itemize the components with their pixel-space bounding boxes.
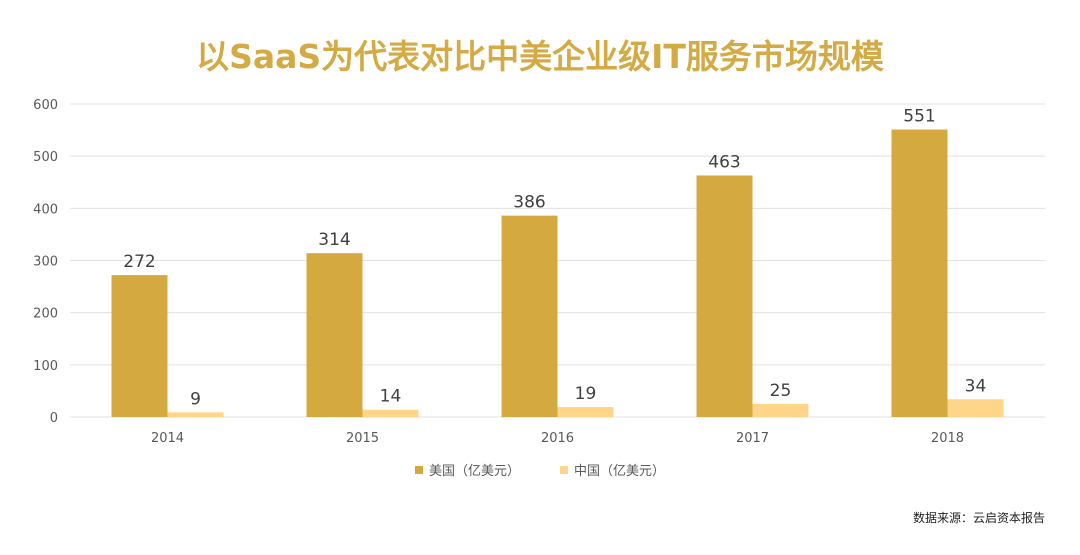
bar-usa bbox=[501, 215, 558, 417]
bar-usa bbox=[306, 253, 363, 417]
chart-legend: 美国（亿美元） 中国（亿美元） bbox=[0, 460, 1080, 479]
legend-label-china: 中国（亿美元） bbox=[574, 464, 666, 479]
bar-china bbox=[362, 409, 419, 417]
y-tick-label: 200 bbox=[33, 307, 58, 322]
bar-china bbox=[947, 399, 1004, 417]
data-label-china: 25 bbox=[770, 381, 792, 401]
legend-swatch-china bbox=[560, 465, 568, 474]
chart-title: 以SaaS为代表对比中美企业级IT服务市场规模 bbox=[196, 37, 884, 76]
y-tick-label: 400 bbox=[33, 202, 58, 217]
data-label-china: 19 bbox=[575, 384, 597, 404]
bar-china bbox=[557, 407, 614, 417]
data-label-usa: 314 bbox=[318, 230, 350, 250]
y-tick-label: 0 bbox=[50, 411, 58, 426]
bar-usa bbox=[696, 175, 753, 417]
bar-usa bbox=[891, 129, 948, 418]
x-tick-label: 2015 bbox=[346, 431, 379, 446]
y-tick-label: 600 bbox=[33, 98, 58, 113]
bar-china bbox=[167, 412, 224, 417]
y-tick-label: 100 bbox=[33, 359, 58, 374]
data-label-usa: 463 bbox=[708, 152, 740, 172]
data-label-usa: 272 bbox=[123, 252, 155, 272]
x-tick-label: 2014 bbox=[151, 431, 184, 446]
legend-item-usa: 美国（亿美元） bbox=[414, 460, 520, 479]
data-label-china: 14 bbox=[380, 387, 402, 407]
data-label-usa: 551 bbox=[903, 107, 935, 127]
data-label-usa: 386 bbox=[513, 193, 545, 213]
data-label-china: 34 bbox=[965, 376, 987, 396]
x-tick-label: 2016 bbox=[541, 431, 574, 446]
legend-label-usa: 美国（亿美元） bbox=[428, 464, 520, 479]
data-source-note: 数据来源：云启资本报告 bbox=[912, 511, 1045, 525]
legend-swatch-usa bbox=[414, 465, 423, 474]
data-label-china: 9 bbox=[190, 389, 201, 409]
bar-china bbox=[752, 403, 809, 417]
legend-item-china: 中国（亿美元） bbox=[560, 460, 665, 479]
x-tick-label: 2018 bbox=[931, 431, 964, 446]
y-tick-label: 300 bbox=[33, 255, 58, 270]
bar-usa bbox=[111, 275, 168, 417]
y-tick-label: 500 bbox=[33, 150, 58, 165]
x-tick-label: 2017 bbox=[736, 431, 769, 446]
